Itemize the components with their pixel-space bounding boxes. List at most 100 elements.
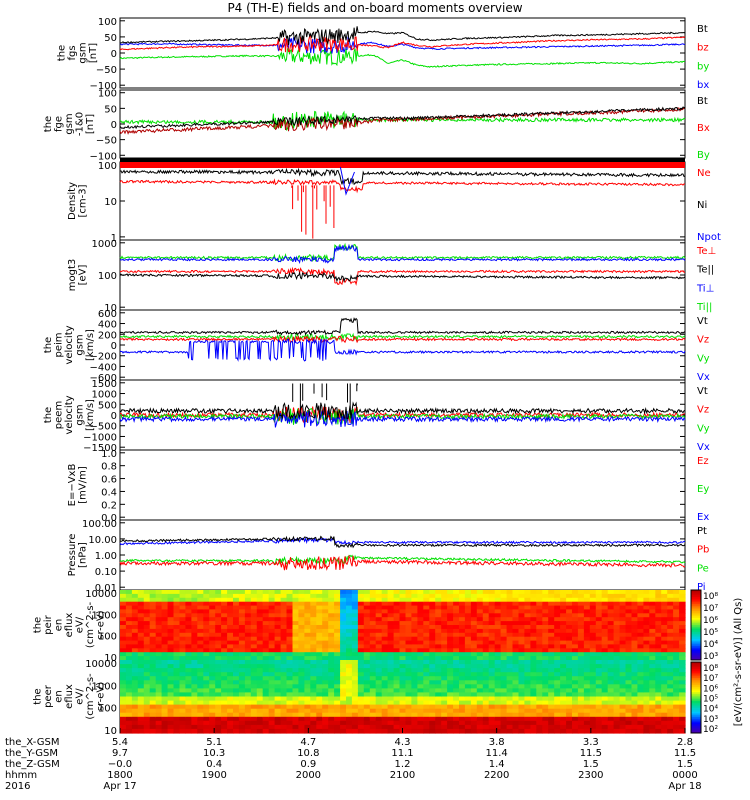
- spectrogram-cell: [149, 621, 157, 626]
- spectrogram-cell: [227, 676, 234, 681]
- spectrogram-cell: [679, 724, 686, 730]
- spectrogram-cell: [173, 716, 180, 722]
- spectrogram-cell: [179, 684, 186, 689]
- spectrogram-cell: [143, 621, 151, 626]
- spectrogram-cell: [268, 621, 276, 626]
- spectrogram-cell: [429, 609, 436, 614]
- legend-entry-Bt: Bt: [697, 24, 708, 35]
- spectrogram-cell: [215, 621, 222, 626]
- spectrogram-cell: [125, 704, 133, 710]
- spectrogram-cell: [601, 688, 609, 694]
- spectrogram-cell: [447, 692, 454, 698]
- spectrogram-cell: [482, 676, 490, 681]
- spectrogram-cell: [679, 625, 686, 630]
- spectrogram-cell: [274, 613, 282, 618]
- spectrogram-cell: [637, 644, 644, 649]
- spectrogram-cell: [679, 628, 686, 634]
- x-tick-label: 3.3: [583, 737, 599, 748]
- spectrogram-cell: [577, 590, 585, 595]
- spectrogram-cell: [357, 617, 365, 622]
- spectrogram-cell: [572, 601, 579, 607]
- spectrogram-cell: [381, 660, 389, 665]
- spectrogram-cell: [536, 640, 543, 646]
- spectrogram-cell: [542, 716, 549, 722]
- spectrogram-cell: [643, 720, 650, 726]
- spectrogram-cell: [441, 696, 448, 702]
- spectrogram-cell: [357, 704, 365, 710]
- spectrogram-cell: [488, 597, 496, 603]
- spectrogram-cell: [548, 712, 555, 718]
- spectrogram-cell: [120, 664, 127, 669]
- spectrogram-cell: [506, 708, 514, 714]
- spectrogram-cell: [673, 617, 680, 622]
- spectrogram-cell: [125, 656, 133, 661]
- spectrogram-cell: [316, 590, 323, 595]
- spectrogram-cell: [286, 613, 293, 618]
- spectrogram-cell: [143, 590, 151, 595]
- spectrogram-cell: [155, 652, 163, 657]
- spectrogram-cell: [387, 668, 395, 673]
- spectrogram-cell: [661, 636, 668, 642]
- spectrogram-cell: [500, 700, 508, 706]
- spectrogram-cell: [453, 696, 460, 702]
- spectrogram-cell: [340, 696, 347, 702]
- colorbar-swatch: [691, 621, 701, 624]
- spectrogram-cell: [197, 590, 204, 595]
- spectrogram-cell: [191, 617, 198, 622]
- spectrogram-cell: [316, 656, 323, 661]
- spectrogram-cell: [143, 632, 151, 638]
- spectrogram-cell: [227, 716, 234, 722]
- spectrogram-cell: [125, 648, 133, 653]
- spectrogram-cell: [560, 590, 567, 595]
- spectrogram-cell: [667, 621, 674, 626]
- spectrogram-cell: [286, 660, 293, 665]
- spectrogram-cell: [655, 704, 662, 710]
- spectrogram-cell: [673, 664, 680, 669]
- y-tick-label: 0.0: [101, 513, 117, 524]
- spectrogram-cell: [607, 648, 615, 653]
- spectrogram-cell: [417, 636, 424, 642]
- spectrogram-cell: [548, 593, 555, 599]
- spectrogram-cell: [179, 664, 186, 669]
- spectrogram-cell: [161, 644, 169, 649]
- spectrogram-cell: [470, 613, 478, 618]
- spectrogram-cell: [256, 716, 264, 722]
- spectrogram-cell: [286, 636, 293, 642]
- spectrogram-cell: [197, 664, 204, 669]
- spectrogram-cell: [679, 696, 686, 702]
- spectrogram-cell: [322, 613, 329, 618]
- spectrogram-cell: [560, 617, 567, 622]
- spectrogram-cell: [256, 712, 264, 718]
- spectrogram-cell: [191, 660, 198, 665]
- colorbar-swatch: [691, 667, 701, 670]
- spectrogram-cell: [250, 660, 258, 665]
- series-Pe: [119, 554, 686, 566]
- spectrogram-cell: [625, 664, 632, 669]
- spectrogram-cell: [292, 640, 299, 646]
- spectrogram-cell: [215, 613, 222, 618]
- spectrogram-cell: [328, 676, 335, 681]
- spectrogram-cell: [429, 652, 436, 657]
- spectrogram-cell: [125, 621, 133, 626]
- spectrogram-cell: [625, 625, 632, 630]
- y-tick-label: −50: [96, 65, 117, 76]
- spectrogram-cell: [346, 621, 353, 626]
- spectrogram-cell: [286, 632, 293, 638]
- spectrogram-cell: [179, 696, 186, 702]
- y-axis-label: (cm^2-s-: [85, 601, 96, 648]
- spectrogram-cell: [381, 652, 389, 657]
- spectrogram-cell: [149, 593, 157, 599]
- spectrogram-cell: [346, 668, 353, 673]
- spectrogram-cell: [381, 640, 389, 646]
- spectrogram-cell: [369, 728, 377, 734]
- spectrogram-cell: [423, 656, 430, 661]
- spectrogram-cell: [613, 692, 621, 698]
- spectrogram-cell: [197, 593, 204, 599]
- spectrogram-cell: [554, 652, 561, 657]
- spectrogram-cell: [280, 708, 288, 714]
- spectrogram-cell: [244, 684, 252, 689]
- spectrogram-cell: [637, 680, 644, 685]
- spectrogram-cell: [577, 696, 585, 702]
- spectrogram-cell: [393, 700, 401, 706]
- spectrogram-cell: [476, 716, 484, 722]
